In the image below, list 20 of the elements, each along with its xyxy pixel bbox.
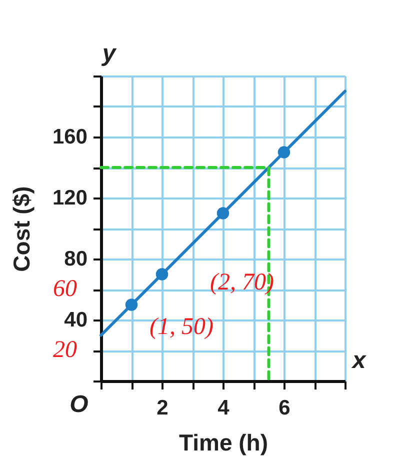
y-tick-label: 120 <box>52 186 88 210</box>
text: 60 <box>53 276 77 302</box>
point <box>125 298 138 311</box>
y-axis-title: Cost ($) <box>8 186 34 272</box>
x-axis-title: Time (h) <box>178 430 268 456</box>
y-tick-label: 160 <box>52 126 88 148</box>
point <box>278 146 290 158</box>
annotation: (1, 50) <box>150 314 214 340</box>
text: 20 <box>53 337 77 363</box>
x-tick-label: 2 <box>156 396 168 420</box>
x-tick-label: 4 <box>218 396 230 420</box>
y-tick-label: 40 <box>64 308 88 332</box>
point <box>156 268 168 280</box>
y-tick-label: 80 <box>64 248 88 270</box>
point <box>216 207 230 220</box>
text: y <box>101 40 118 67</box>
text: O <box>70 391 89 418</box>
annotation: (2, 70) <box>210 269 274 296</box>
text: x <box>350 347 368 374</box>
x-tick-label: 6 <box>278 396 290 420</box>
